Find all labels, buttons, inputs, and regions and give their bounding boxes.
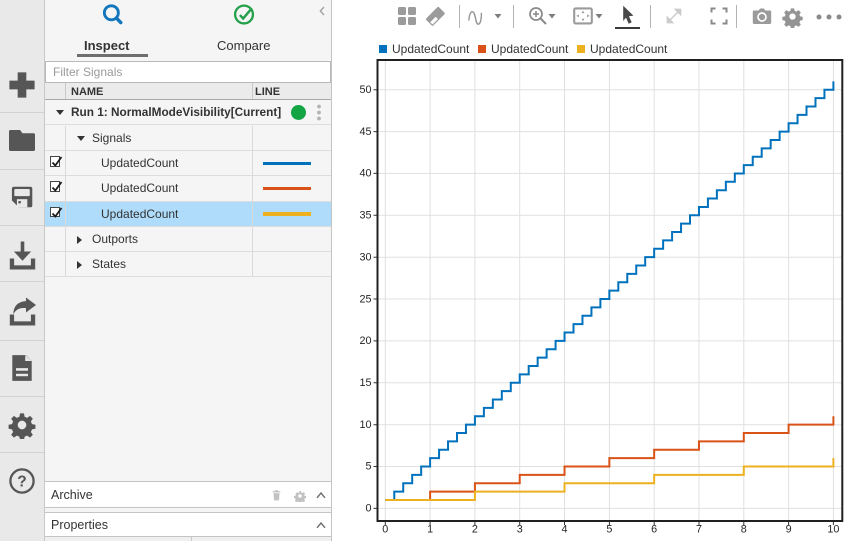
svg-text:35: 35	[359, 210, 371, 222]
svg-text:0: 0	[365, 503, 371, 515]
svg-text:20: 20	[359, 335, 371, 347]
svg-text:8: 8	[741, 524, 747, 536]
svg-text:45: 45	[359, 126, 371, 138]
svg-text:15: 15	[359, 377, 371, 389]
svg-text:30: 30	[359, 251, 371, 263]
svg-text:5: 5	[365, 461, 371, 473]
svg-text:5: 5	[606, 524, 612, 536]
svg-text:10: 10	[827, 524, 839, 536]
svg-text:4: 4	[562, 524, 568, 536]
svg-text:0: 0	[382, 524, 388, 536]
svg-text:3: 3	[517, 524, 523, 536]
svg-text:40: 40	[359, 168, 371, 180]
svg-text:7: 7	[696, 524, 702, 536]
svg-text:25: 25	[359, 293, 371, 305]
svg-text:2: 2	[472, 524, 478, 536]
svg-text:50: 50	[359, 84, 371, 96]
svg-text:10: 10	[359, 419, 371, 431]
svg-text:?: ?	[17, 474, 26, 491]
svg-text:6: 6	[651, 524, 657, 536]
svg-text:1: 1	[427, 524, 433, 536]
svg-text:9: 9	[786, 524, 792, 536]
